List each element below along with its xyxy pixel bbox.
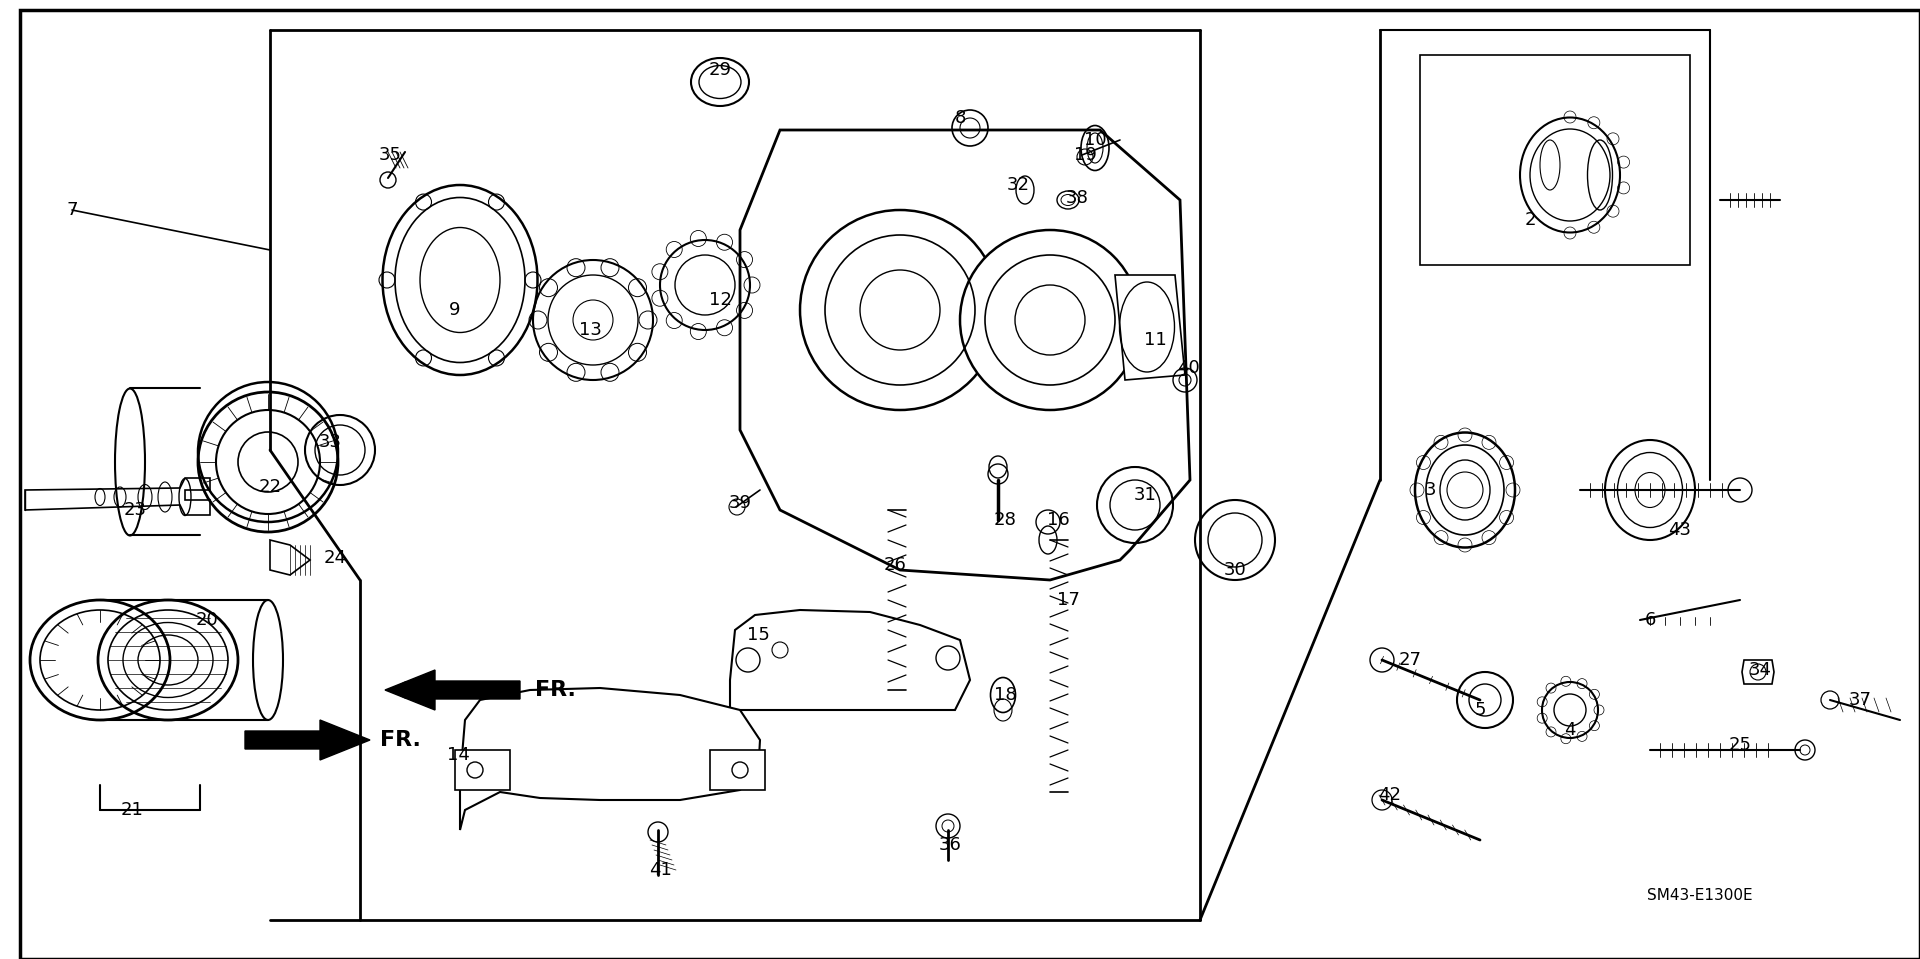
Text: 27: 27 bbox=[1398, 651, 1421, 669]
Text: 9: 9 bbox=[449, 301, 461, 319]
FancyArrow shape bbox=[246, 720, 371, 760]
Text: 40: 40 bbox=[1177, 359, 1200, 377]
Text: SM43-E1300E: SM43-E1300E bbox=[1647, 887, 1753, 902]
Text: 26: 26 bbox=[883, 556, 906, 574]
Text: 33: 33 bbox=[319, 433, 342, 451]
Text: 5: 5 bbox=[1475, 701, 1486, 719]
FancyArrow shape bbox=[386, 670, 520, 710]
Text: 22: 22 bbox=[259, 478, 282, 496]
Polygon shape bbox=[730, 610, 970, 710]
Text: 37: 37 bbox=[1849, 691, 1872, 709]
Polygon shape bbox=[461, 688, 760, 830]
Text: 31: 31 bbox=[1133, 486, 1156, 504]
Text: 23: 23 bbox=[123, 501, 146, 519]
Text: 8: 8 bbox=[954, 109, 966, 127]
Text: 19: 19 bbox=[1073, 146, 1096, 164]
Text: 28: 28 bbox=[993, 511, 1016, 529]
Text: 17: 17 bbox=[1056, 591, 1079, 609]
Circle shape bbox=[960, 230, 1140, 410]
Text: 16: 16 bbox=[1046, 511, 1069, 529]
Text: 11: 11 bbox=[1144, 331, 1165, 349]
Text: 42: 42 bbox=[1379, 786, 1402, 804]
Text: 36: 36 bbox=[939, 836, 962, 854]
Text: 7: 7 bbox=[67, 201, 77, 219]
Text: 15: 15 bbox=[747, 626, 770, 644]
Bar bbox=[710, 750, 764, 790]
Text: 10: 10 bbox=[1083, 131, 1106, 149]
Text: 13: 13 bbox=[578, 321, 601, 339]
Text: 41: 41 bbox=[649, 861, 672, 879]
Text: 34: 34 bbox=[1749, 661, 1772, 679]
Text: 14: 14 bbox=[447, 746, 468, 764]
Bar bbox=[455, 750, 511, 790]
Text: 21: 21 bbox=[121, 801, 144, 819]
Text: 18: 18 bbox=[995, 686, 1016, 704]
Text: 4: 4 bbox=[1565, 721, 1576, 739]
Polygon shape bbox=[1116, 275, 1185, 380]
Ellipse shape bbox=[1415, 433, 1515, 548]
Ellipse shape bbox=[1605, 440, 1695, 540]
Circle shape bbox=[801, 210, 1000, 410]
Text: 20: 20 bbox=[196, 611, 219, 629]
Text: 29: 29 bbox=[708, 61, 732, 79]
Bar bbox=[1421, 55, 1690, 265]
Text: 24: 24 bbox=[323, 549, 346, 567]
Text: 43: 43 bbox=[1668, 521, 1692, 539]
Text: 35: 35 bbox=[378, 146, 401, 164]
Text: 25: 25 bbox=[1728, 736, 1751, 754]
Text: 2: 2 bbox=[1524, 211, 1536, 229]
Polygon shape bbox=[739, 130, 1190, 580]
Text: 32: 32 bbox=[1006, 176, 1029, 194]
Text: 30: 30 bbox=[1223, 561, 1246, 579]
Text: 39: 39 bbox=[728, 494, 751, 512]
Text: 38: 38 bbox=[1066, 189, 1089, 207]
Text: 6: 6 bbox=[1644, 611, 1655, 629]
Text: FR.: FR. bbox=[380, 730, 420, 750]
Text: FR.: FR. bbox=[536, 680, 576, 700]
Text: 3: 3 bbox=[1425, 481, 1436, 499]
Text: 12: 12 bbox=[708, 291, 732, 309]
